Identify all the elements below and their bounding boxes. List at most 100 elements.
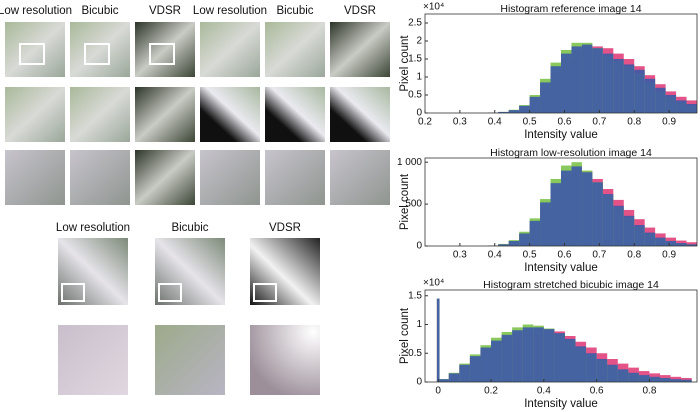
- histogram-bar: [519, 233, 530, 246]
- image-label: Low resolution: [56, 222, 130, 234]
- histogram-bar: [628, 372, 639, 382]
- x-tick-label: 0.5: [523, 250, 537, 261]
- image: [70, 22, 130, 77]
- chart-title: Histogram low-resolution image 14: [490, 147, 652, 159]
- image-label: Bicubic: [81, 5, 118, 17]
- y-tick-label: 2.5: [408, 18, 422, 29]
- histogram-bar: [613, 59, 624, 113]
- zoom-box: [149, 43, 175, 65]
- histogram-bar: [592, 182, 603, 246]
- image: [200, 87, 260, 142]
- y-tick-label: 1 000: [397, 157, 422, 168]
- y-axis-label: Pixel count: [399, 35, 411, 92]
- y-tick-label: 0: [416, 377, 422, 388]
- histogram-bar: [469, 356, 481, 382]
- histogram-bar: [634, 225, 645, 246]
- histogram-bar: [512, 330, 523, 382]
- histogram-bar: [561, 170, 572, 246]
- image-panels: [5, 22, 390, 395]
- histogram-bar: [649, 376, 661, 382]
- histogram-bar: [491, 340, 502, 382]
- x-tick-label: 0.3: [453, 117, 467, 128]
- histogram-bar: [617, 369, 629, 382]
- histogram-bar: [575, 346, 587, 382]
- zoom-box: [158, 283, 182, 302]
- histogram-bar: [480, 347, 492, 382]
- y-multiplier: ×10⁴: [423, 278, 444, 289]
- y-tick-label: 0: [416, 241, 422, 252]
- histogram-bar: [592, 48, 603, 114]
- image: [58, 238, 128, 305]
- zoom-box: [19, 43, 45, 65]
- image: [155, 325, 225, 395]
- image: [265, 22, 325, 77]
- axes-frame: [424, 13, 698, 114]
- histogram-bar: [638, 375, 650, 382]
- histogram-bar: [529, 220, 541, 246]
- zoom-box: [61, 283, 85, 302]
- image: [58, 325, 128, 395]
- histogram-bar: [596, 359, 608, 382]
- histogram-bar: [665, 240, 677, 246]
- image: [250, 325, 320, 395]
- y-tick-label: 1.5: [408, 290, 422, 301]
- histogram-bar: [655, 87, 666, 113]
- x-tick-label: 0.8: [627, 250, 641, 261]
- image: [5, 150, 65, 205]
- histogram-bar: [533, 327, 544, 382]
- x-tick-label: 0.6: [590, 386, 604, 397]
- x-tick-label: 0.7: [592, 250, 606, 261]
- image: [200, 150, 260, 205]
- histogram-bar: [508, 240, 520, 246]
- image: [155, 238, 225, 305]
- axes-frame: [424, 157, 698, 247]
- y-tick-label: 1.5: [408, 54, 422, 65]
- x-tick-label: 0.4: [488, 117, 502, 128]
- x-axis-label: Intensity value: [524, 398, 598, 410]
- image: [330, 150, 390, 205]
- histogram-bar: [543, 329, 555, 382]
- histogram-bar: [459, 364, 470, 382]
- x-tick-label: 0.8: [643, 386, 657, 397]
- y-tick-label: 500: [405, 199, 422, 210]
- x-tick-label: 0.9: [662, 250, 676, 261]
- histogram-bar: [634, 69, 645, 113]
- histogram-bar: [623, 64, 635, 113]
- x-axis-label: Intensity value: [524, 129, 598, 141]
- y-tick-label: 2: [416, 36, 422, 47]
- histogram-bar: [607, 364, 618, 382]
- histogram-bar: [686, 242, 697, 246]
- x-tick-label: 0.7: [592, 117, 606, 128]
- y-axis-label: Pixel count: [399, 173, 411, 230]
- histogram-bar: [564, 338, 576, 382]
- image-label: Bicubic: [276, 5, 313, 17]
- histogram-bar: [540, 82, 551, 113]
- y-multiplier: ×10⁴: [423, 2, 444, 13]
- image-label: Low resolution: [193, 5, 267, 17]
- image: [250, 238, 320, 305]
- histogram-bar: [498, 111, 509, 113]
- image-label: VDSR: [344, 5, 376, 17]
- y-tick-label: 0.5: [408, 90, 422, 101]
- histogram-bar: [686, 104, 697, 113]
- x-tick-label: 0.2: [484, 386, 498, 397]
- zoom-box: [253, 283, 277, 302]
- histogram-bar: [613, 205, 624, 246]
- histogram-bar: [571, 166, 582, 246]
- histogram-bar: [660, 377, 671, 382]
- x-tick-label: 0.6: [558, 250, 572, 261]
- image: [5, 22, 65, 77]
- histogram-bar: [439, 379, 449, 382]
- image: [330, 87, 390, 142]
- chart-title: Histogram reference image 14: [500, 3, 641, 15]
- histogram-bar: [655, 237, 666, 246]
- histogram-bar: [554, 333, 565, 382]
- image: [135, 150, 195, 205]
- image: [70, 150, 130, 205]
- histogram-bar: [586, 353, 597, 382]
- x-axis-label: Intensity value: [524, 262, 598, 274]
- x-tick-label: 0.8: [627, 117, 641, 128]
- y-tick-label: 0.5: [408, 348, 422, 359]
- y-tick-label: 1: [416, 72, 422, 83]
